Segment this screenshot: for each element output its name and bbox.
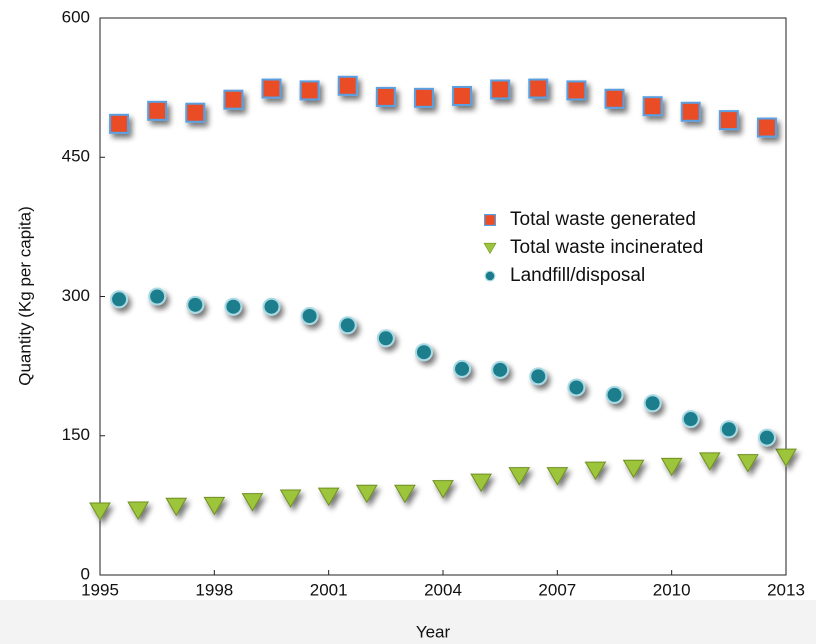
point <box>89 502 111 521</box>
point <box>605 385 624 404</box>
point <box>452 85 473 106</box>
point <box>165 497 188 517</box>
legend-label: Total waste generated <box>510 209 696 230</box>
point <box>718 110 739 131</box>
point <box>698 452 721 471</box>
point <box>224 297 243 316</box>
point <box>737 454 759 473</box>
point <box>719 420 738 439</box>
point <box>756 117 777 138</box>
point <box>110 290 129 309</box>
point <box>546 467 569 486</box>
y-tick-label: 450 <box>62 147 90 166</box>
x-tick-label: 2004 <box>424 580 462 599</box>
x-tick-label: 2001 <box>310 580 348 599</box>
point <box>622 459 645 479</box>
point <box>508 467 531 486</box>
point <box>528 78 549 99</box>
point <box>185 102 206 123</box>
point <box>470 473 492 493</box>
point <box>660 457 683 477</box>
x-tick-label: 1998 <box>195 580 233 599</box>
point <box>453 359 472 378</box>
x-tick-label: 1995 <box>81 580 119 599</box>
point <box>567 378 586 397</box>
y-tick-label: 600 <box>62 7 90 26</box>
point <box>148 287 167 306</box>
point <box>529 367 548 386</box>
point <box>414 343 433 362</box>
y-axis-title: Quantity (Kg per capita) <box>15 206 34 386</box>
y-tick-label: 300 <box>62 286 90 305</box>
legend-marker <box>484 270 496 282</box>
point <box>775 448 797 468</box>
legend-marker <box>483 242 497 254</box>
point <box>566 80 587 101</box>
point <box>432 480 454 499</box>
x-axis-title: Year <box>416 622 451 641</box>
point <box>317 487 340 507</box>
point <box>262 297 281 316</box>
point <box>186 295 205 314</box>
legend-label: Total waste incinerated <box>510 237 703 258</box>
point <box>241 493 264 512</box>
point <box>299 80 320 101</box>
point <box>394 484 416 504</box>
footer-band <box>0 600 816 644</box>
point <box>757 428 776 447</box>
point <box>491 360 510 379</box>
point <box>643 394 662 413</box>
legend-marker <box>484 214 497 227</box>
point <box>223 89 244 110</box>
point <box>642 96 663 117</box>
y-tick-label: 150 <box>62 425 90 444</box>
x-tick-label: 2013 <box>767 580 805 599</box>
point <box>300 306 319 325</box>
point <box>490 79 511 100</box>
point <box>109 113 130 134</box>
point <box>338 316 357 335</box>
y-tick-label: 0 <box>81 564 90 583</box>
point <box>203 496 226 516</box>
x-tick-label: 2010 <box>653 580 691 599</box>
x-tick-label: 2007 <box>538 580 576 599</box>
point <box>337 75 358 96</box>
legend-label: Landfill/disposal <box>510 265 645 286</box>
point <box>147 100 168 121</box>
point <box>127 501 149 521</box>
point <box>681 410 700 429</box>
point <box>413 87 434 108</box>
point <box>376 329 395 348</box>
point <box>375 86 396 107</box>
point <box>604 88 625 109</box>
point <box>584 461 607 481</box>
point <box>261 78 282 99</box>
point <box>680 101 701 122</box>
point <box>355 484 378 504</box>
point <box>279 489 302 508</box>
